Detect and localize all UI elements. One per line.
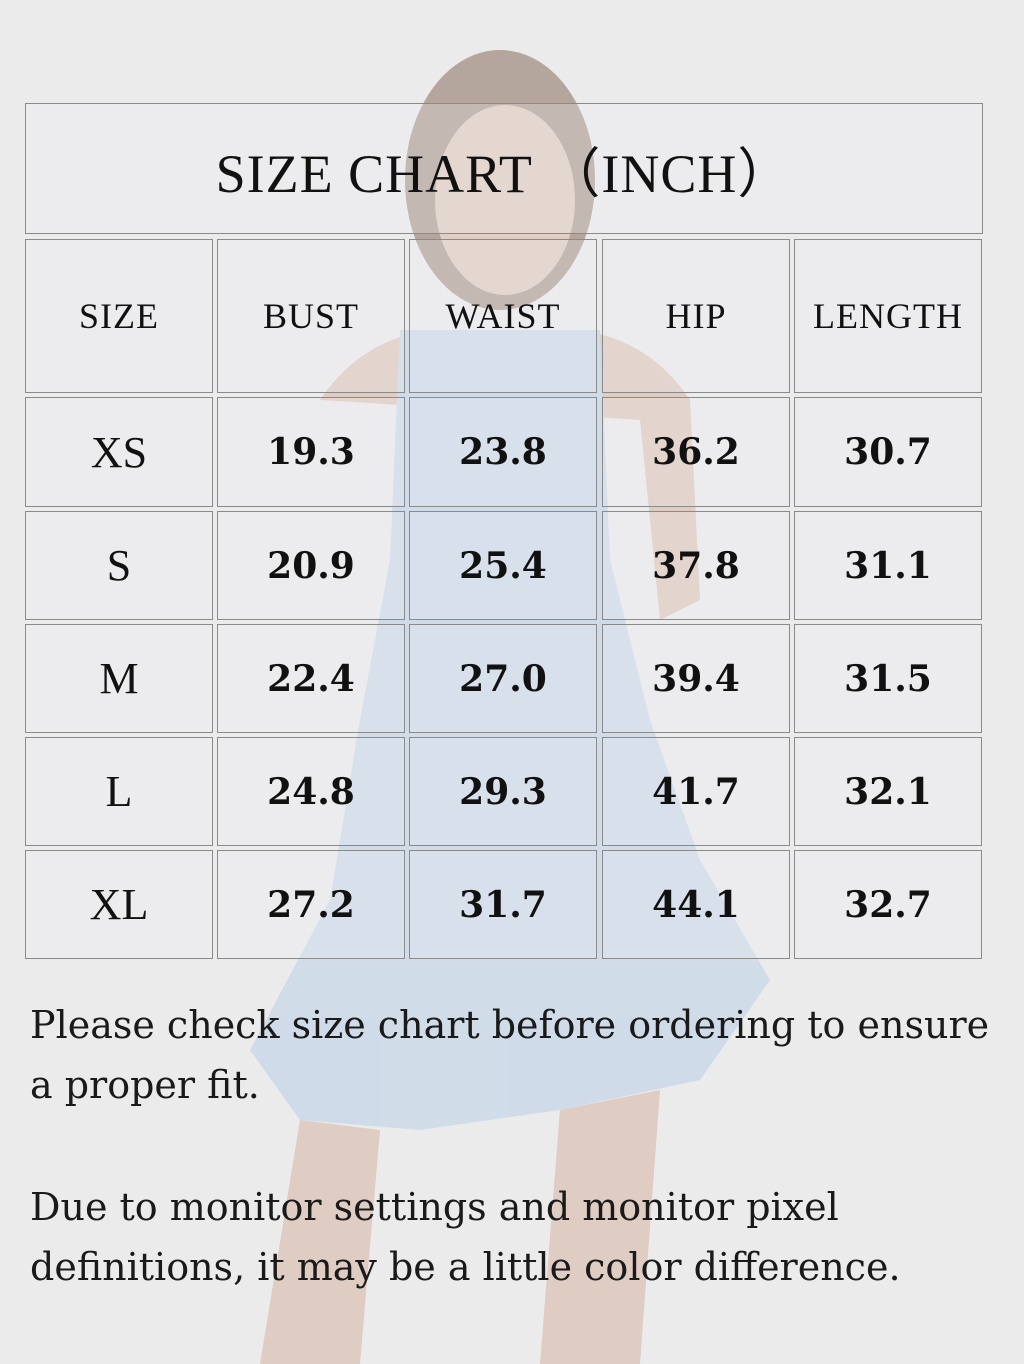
hip-value-cell: 41.7 [602, 737, 790, 846]
model-face [435, 105, 575, 295]
size-chart-title: SIZE CHART （INCH） [25, 103, 983, 234]
waist-value-cell: 23.8 [409, 397, 597, 507]
length-value-cell: 31.1 [794, 511, 982, 620]
bust-value-cell: 22.4 [217, 624, 405, 733]
waist-value-cell: 31.7 [409, 850, 597, 959]
model-dress [250, 330, 770, 1130]
waist-value-cell: 27.0 [409, 624, 597, 733]
header-waist: WAIST [409, 239, 597, 393]
size-label-cell: XS [25, 397, 213, 507]
bust-value-cell: 20.9 [217, 511, 405, 620]
header-bust: BUST [217, 239, 405, 393]
hip-value-cell: 39.4 [602, 624, 790, 733]
length-value-cell: 31.5 [794, 624, 982, 733]
bust-value-cell: 24.8 [217, 737, 405, 846]
bust-value-cell: 19.3 [217, 397, 405, 507]
hip-value-cell: 44.1 [602, 850, 790, 959]
size-label-cell: S [25, 511, 213, 620]
size-label-cell: XL [25, 850, 213, 959]
bust-value-cell: 27.2 [217, 850, 405, 959]
waist-value-cell: 25.4 [409, 511, 597, 620]
size-label-cell: M [25, 624, 213, 733]
length-value-cell: 30.7 [794, 397, 982, 507]
size-label-cell: L [25, 737, 213, 846]
color-note: Due to monitor settings and monitor pixe… [30, 1185, 901, 1289]
header-size: SIZE [25, 239, 213, 393]
header-length: LENGTH [794, 239, 982, 393]
waist-value-cell: 29.3 [409, 737, 597, 846]
length-value-cell: 32.7 [794, 850, 982, 959]
hip-value-cell: 36.2 [602, 397, 790, 507]
header-hip: HIP [602, 239, 790, 393]
hip-value-cell: 37.8 [602, 511, 790, 620]
fit-note: Please check size chart before ordering … [30, 1003, 990, 1107]
length-value-cell: 32.1 [794, 737, 982, 846]
model-leg-left [260, 1120, 380, 1364]
model-leg-right [540, 1090, 660, 1364]
